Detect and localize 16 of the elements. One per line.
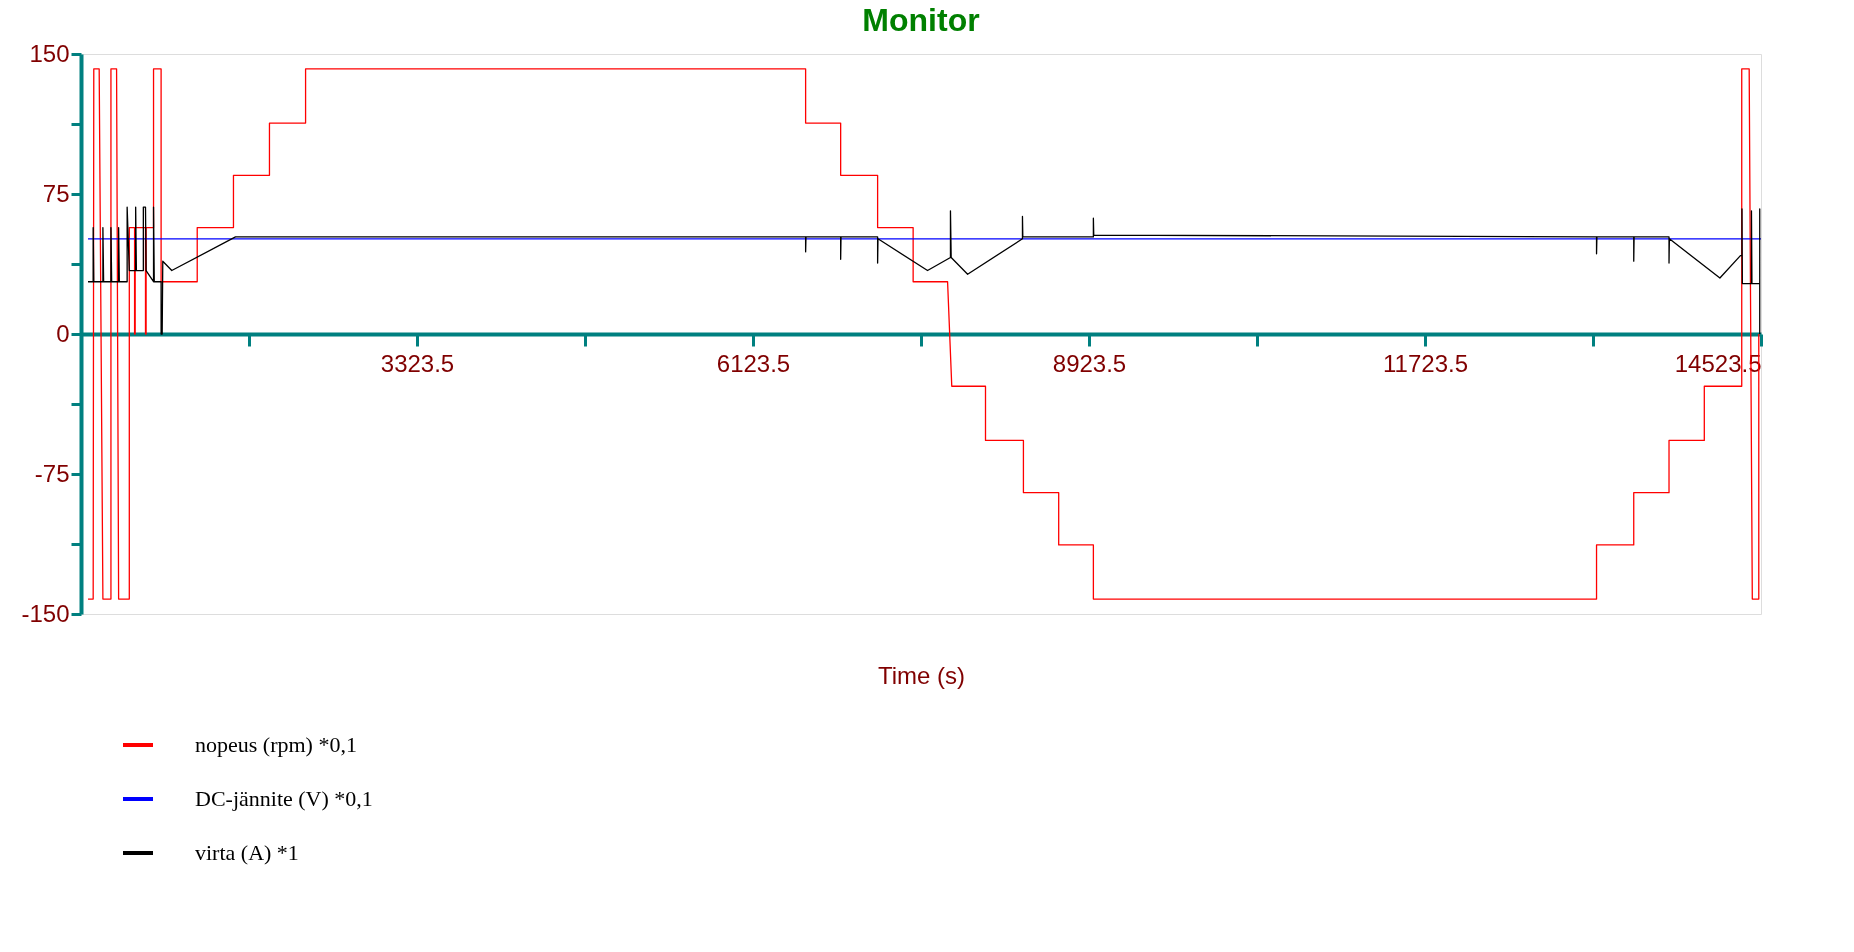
x-tick-label: 3323.5 — [380, 349, 455, 377]
y-tick-label: 0 — [56, 319, 70, 347]
legend-label: nopeus (rpm) *0,1 — [195, 732, 357, 757]
x-tick-label: 6123.5 — [716, 349, 791, 377]
legend-label: DC-jännite (V) *0,1 — [195, 786, 373, 811]
line-series — [87, 206, 1761, 335]
y-tick-label: -150 — [21, 599, 70, 627]
x-axis-title: Time (s) — [877, 661, 966, 689]
y-tick-label: 75 — [42, 179, 70, 207]
x-tick-label: 11723.5 — [1383, 349, 1468, 377]
y-tick-label: -75 — [34, 459, 70, 487]
line-series — [87, 68, 1760, 600]
y-tick-label: 150 — [29, 39, 70, 67]
x-tick-label: 8923.5 — [1052, 349, 1127, 377]
legend-label: virta (A) *1 — [195, 840, 299, 865]
chart-title: Monitor — [862, 2, 980, 38]
